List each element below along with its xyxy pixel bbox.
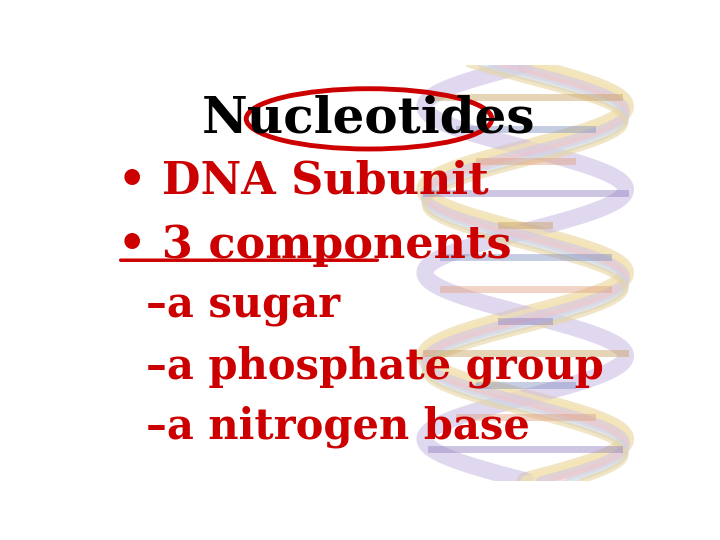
Text: –a phosphate group: –a phosphate group	[145, 345, 603, 388]
Text: Nucleotides: Nucleotides	[202, 94, 536, 143]
Text: –a sugar: –a sugar	[145, 285, 340, 327]
Text: • DNA Subunit: • DNA Subunit	[118, 160, 489, 202]
Text: • 3 components: • 3 components	[118, 224, 511, 267]
Text: –a nitrogen base: –a nitrogen base	[145, 406, 530, 448]
